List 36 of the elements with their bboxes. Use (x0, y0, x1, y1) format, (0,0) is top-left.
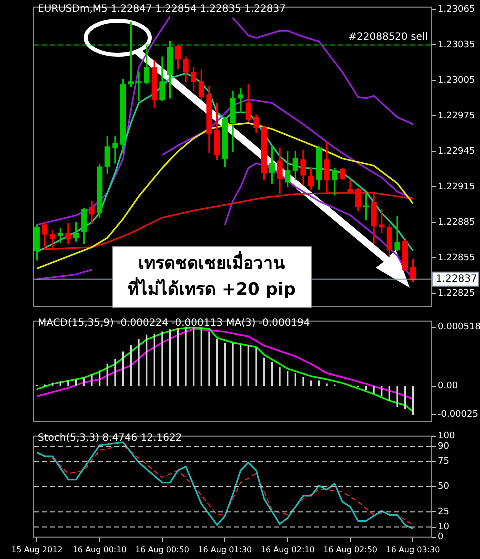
y-tick-label: 1.22825 (438, 288, 476, 299)
y-tick-label: 75 (438, 456, 450, 467)
y-tick-label: 1.23005 (438, 76, 476, 86)
annotation: เทรดชดเชยเมื่อวาน ที่ไม่ได้เทรด +20 pip (112, 246, 312, 308)
y-tick-label: 1.22975 (438, 112, 476, 122)
x-tick-label: 16 Aug 02:10 (260, 545, 315, 554)
ref-line-label: #22088520 sell (348, 32, 428, 43)
y-tick-label: -0.00025 (438, 410, 478, 420)
candlestick (348, 180, 354, 195)
chart-title: Stoch(5,3,3) 8.4746 12.1622 (38, 433, 182, 444)
y-tick-label: 1.22945 (438, 147, 476, 158)
y-tick-label: 1.22885 (438, 218, 476, 228)
y-tick-label: 1.22855 (438, 253, 476, 264)
y-tick-label: 10 (438, 522, 450, 533)
chart-title: EURUSDm,M5 1.22847 1.22854 1.22835 1.22837 (38, 4, 286, 15)
candlestick (112, 136, 118, 164)
candlestick (136, 72, 142, 102)
x-tick-label: 16 Aug 00:10 (72, 545, 127, 554)
y-tick-label: 0.000518 (438, 322, 480, 333)
chart-title: MACD(15,35,9) -0.000224 -0.000113 MA(3) -0.000194 (38, 318, 310, 329)
y-tick-label: 100 (438, 432, 456, 442)
x-tick-label: 16 Aug 00:50 (136, 545, 190, 554)
ref-line-label: 1.22837 (436, 274, 478, 285)
x-tick-label: 16 Aug 03:30 (386, 545, 440, 554)
y-tick-label: 0 (438, 532, 444, 543)
y-tick-label: 0.00 (438, 382, 458, 392)
y-tick-label: 1.22915 (438, 182, 476, 192)
y-tick-label: 90 (438, 442, 450, 452)
x-tick-label: 16 Aug 01:30 (198, 545, 252, 554)
y-tick-label: 25 (438, 507, 450, 518)
y-tick-label: 50 (438, 482, 450, 492)
x-tick-label: 15 Aug 2012 (12, 545, 63, 554)
y-tick-label: 1.23035 (438, 40, 476, 51)
y-tick-label: 1.23065 (438, 5, 476, 16)
x-tick-label: 16 Aug 02:50 (324, 545, 378, 554)
candlestick (394, 216, 400, 252)
